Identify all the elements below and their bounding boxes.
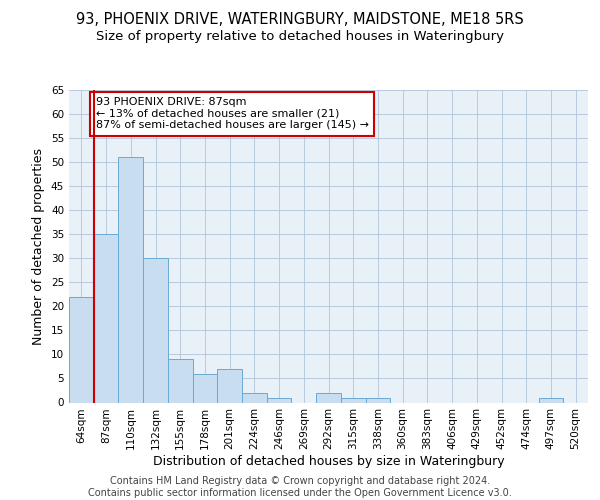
Bar [94, 234, 118, 402]
Bar [316, 393, 341, 402]
Text: Size of property relative to detached houses in Wateringbury: Size of property relative to detached ho… [96, 30, 504, 43]
Bar [267, 398, 292, 402]
Bar [217, 369, 242, 402]
Bar [365, 398, 390, 402]
Bar [118, 158, 143, 402]
Bar [242, 393, 267, 402]
Bar [193, 374, 217, 402]
Text: 93, PHOENIX DRIVE, WATERINGBURY, MAIDSTONE, ME18 5RS: 93, PHOENIX DRIVE, WATERINGBURY, MAIDSTO… [76, 12, 524, 28]
Bar [539, 398, 563, 402]
X-axis label: Distribution of detached houses by size in Wateringbury: Distribution of detached houses by size … [152, 455, 505, 468]
Bar [143, 258, 168, 402]
Bar [341, 398, 365, 402]
Text: 93 PHOENIX DRIVE: 87sqm
← 13% of detached houses are smaller (21)
87% of semi-de: 93 PHOENIX DRIVE: 87sqm ← 13% of detache… [95, 97, 368, 130]
Text: Contains HM Land Registry data © Crown copyright and database right 2024.
Contai: Contains HM Land Registry data © Crown c… [88, 476, 512, 498]
Bar [69, 296, 94, 403]
Bar [168, 359, 193, 403]
Y-axis label: Number of detached properties: Number of detached properties [32, 148, 46, 345]
